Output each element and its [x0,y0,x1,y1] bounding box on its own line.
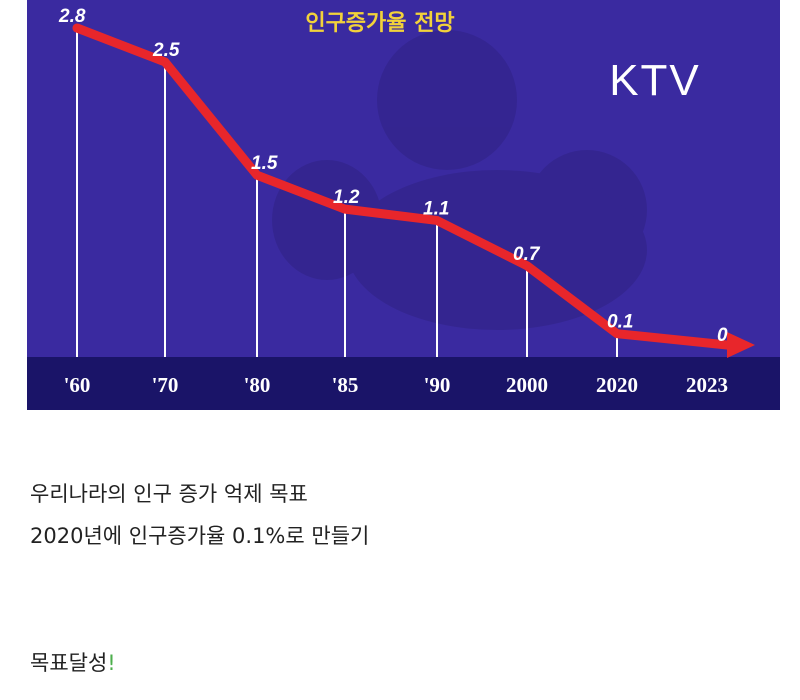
x-tick-label-3: '85 [332,373,359,397]
x-tick-label-5: 2000 [506,373,548,397]
series-line [72,23,732,350]
data-label-4: 1.1 [423,198,449,219]
x-tick-label-2: '80 [244,373,271,397]
data-label-7: 0 [717,325,728,346]
caption-line-3: 목표달성! [30,647,116,677]
data-label-5: 0.7 [513,244,541,265]
x-tick-label-7: 2023 [686,373,728,397]
chart-title: 인구증가율 전망 [305,11,454,36]
data-label-3: 1.2 [333,187,360,208]
data-label-1: 2.5 [152,40,180,61]
caption-line-2: 2020년에 인구증가율 0.1%로 만들기 [30,524,370,548]
population-growth-chart: 인구증가율 전망 KTV 2.8 2.5 1.5 1.2 1.1 0.7 0.1 0 '60 '… [27,6,780,410]
background-figures-image [272,30,647,330]
x-axis-band [27,357,780,410]
arrow-head-icon [727,332,755,358]
ktv-watermark-logo: KTV [609,56,701,105]
x-tick-label-1: '70 [152,373,179,397]
data-label-0: 2.8 [58,6,86,27]
chart-panel: 인구증가율 전망 KTV 2.8 2.5 1.5 1.2 1.1 0.7 0.1 0 '60 '… [27,0,780,410]
goal-achieved-text: 목표달성 [30,651,108,675]
x-tick-label-0: '60 [64,373,91,397]
data-label-6: 0.1 [607,312,633,333]
exclamation-mark: ! [107,651,116,675]
data-label-2: 1.5 [251,153,278,174]
caption-line-1: 우리나라의 인구 증가 억제 목표 [30,482,308,506]
x-tick-label-4: '90 [424,373,451,397]
x-tick-label-6: 2020 [596,373,638,397]
